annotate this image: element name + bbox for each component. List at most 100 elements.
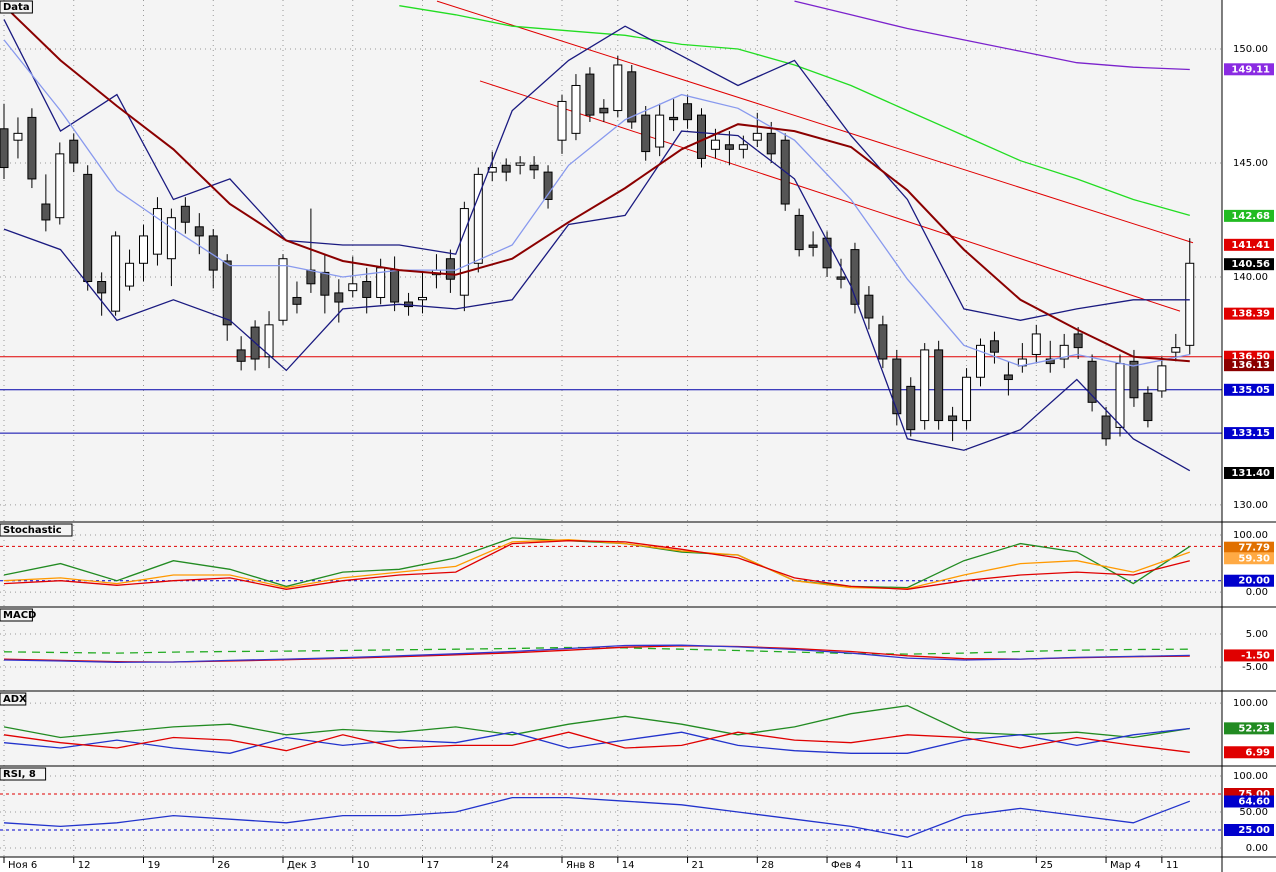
value-marker — [1224, 574, 1274, 587]
value-marker — [1224, 427, 1274, 440]
candle-body — [445, 258, 455, 280]
x-tick-label: 21 — [692, 860, 705, 871]
value-marker — [1224, 541, 1274, 554]
x-tick-label: Ноя 6 — [8, 860, 37, 871]
x-tick-label: 14 — [622, 860, 635, 871]
trend-line — [479, 80, 1181, 312]
value-marker — [1224, 722, 1274, 735]
x-tick-label: 11 — [1166, 860, 1179, 871]
y-tick-label: 100.00 — [1233, 530, 1268, 541]
candle-body — [1101, 415, 1111, 440]
value-marker — [1224, 63, 1274, 76]
candle-body — [236, 349, 246, 362]
y-tick-label: -5.00 — [1242, 662, 1268, 673]
series-line — [3, 4, 1190, 363]
y-tick-label: 140.00 — [1233, 272, 1268, 283]
value-marker-label: 77.79 — [1238, 543, 1270, 554]
candle-body — [989, 340, 999, 353]
panel-title-box — [0, 767, 47, 781]
y-tick-label: 145.00 — [1233, 158, 1268, 169]
x-tick-label: 24 — [496, 860, 509, 871]
candle-body — [836, 276, 846, 280]
panel-title: Data — [3, 2, 30, 13]
series-line — [3, 731, 1190, 753]
candle-body — [738, 144, 748, 150]
candle-body — [1115, 363, 1125, 428]
candle-body — [864, 294, 874, 319]
series-line — [3, 130, 1191, 472]
value-marker — [1224, 258, 1274, 271]
x-tick-label: Янв 8 — [566, 860, 595, 871]
candle-body — [892, 358, 902, 415]
y-tick-label: 150.00 — [1233, 44, 1268, 55]
candle-body — [97, 281, 107, 294]
x-tick-label: 18 — [971, 860, 984, 871]
candle-body — [390, 269, 400, 303]
x-tick-label: Фев 4 — [831, 860, 861, 871]
series-line — [399, 5, 1190, 217]
value-marker-label: 133.15 — [1231, 428, 1270, 439]
series-line — [3, 644, 1190, 663]
candle-body — [125, 262, 135, 287]
candle-body — [1073, 333, 1083, 349]
candle-body — [641, 114, 651, 153]
panel-title-box — [0, 523, 73, 537]
candle-body — [1087, 360, 1097, 403]
series-line — [3, 705, 1190, 739]
value-marker-label: 135.05 — [1231, 385, 1270, 396]
candle-body — [111, 235, 121, 312]
candle-body — [627, 71, 637, 123]
candle-body — [906, 385, 916, 431]
series-line — [794, 0, 1190, 71]
value-marker — [1224, 209, 1274, 222]
candle-body — [459, 208, 469, 296]
value-marker-label: 6.99 — [1245, 747, 1270, 758]
candle-body — [878, 324, 888, 360]
candle-body — [1031, 333, 1041, 355]
candle-body — [794, 214, 804, 251]
x-tick-label: 12 — [78, 860, 91, 871]
candle-body — [1143, 392, 1153, 422]
value-marker-label: 136.50 — [1231, 352, 1270, 363]
candle-body — [222, 260, 232, 326]
x-tick-label: 28 — [761, 860, 774, 871]
candle-body — [152, 208, 162, 255]
x-tick-label: 10 — [357, 860, 370, 871]
panel-title: ADX — [3, 694, 27, 705]
candle-body — [850, 249, 860, 305]
series-line — [3, 727, 1190, 754]
y-tick-label: 100.00 — [1233, 698, 1268, 709]
candle-body — [710, 139, 720, 150]
candle-body — [0, 128, 9, 169]
candle-body — [264, 324, 274, 358]
candle-body — [334, 292, 344, 303]
y-tick-label: 5.00 — [1246, 629, 1268, 640]
value-marker — [1224, 552, 1274, 565]
x-tick-label: 25 — [1040, 860, 1053, 871]
candle-body — [348, 283, 358, 292]
candle-body — [599, 107, 609, 114]
candle-body — [613, 64, 623, 112]
x-tick-label: Дек 3 — [287, 860, 317, 871]
candle-body — [27, 116, 37, 180]
value-marker-label: 64.60 — [1238, 796, 1270, 807]
value-marker — [1224, 824, 1274, 836]
x-tick-label: 17 — [427, 860, 440, 871]
candle-body — [180, 205, 190, 223]
y-tick-label: 130.00 — [1233, 500, 1268, 511]
series-line — [3, 540, 1190, 590]
panel-title-box — [0, 608, 33, 622]
x-tick-label: Мар 4 — [1110, 860, 1141, 871]
candle-body — [766, 132, 776, 155]
candle-body — [166, 217, 176, 260]
series-line — [3, 646, 1190, 655]
candle-body — [501, 164, 511, 173]
candle-body — [697, 114, 706, 159]
candle-body — [1171, 347, 1181, 353]
panel-title-box — [0, 692, 27, 706]
candle-body — [543, 171, 553, 200]
candle-body — [194, 226, 204, 237]
value-marker-label: 75.00 — [1238, 789, 1270, 800]
candle-body — [752, 132, 762, 141]
